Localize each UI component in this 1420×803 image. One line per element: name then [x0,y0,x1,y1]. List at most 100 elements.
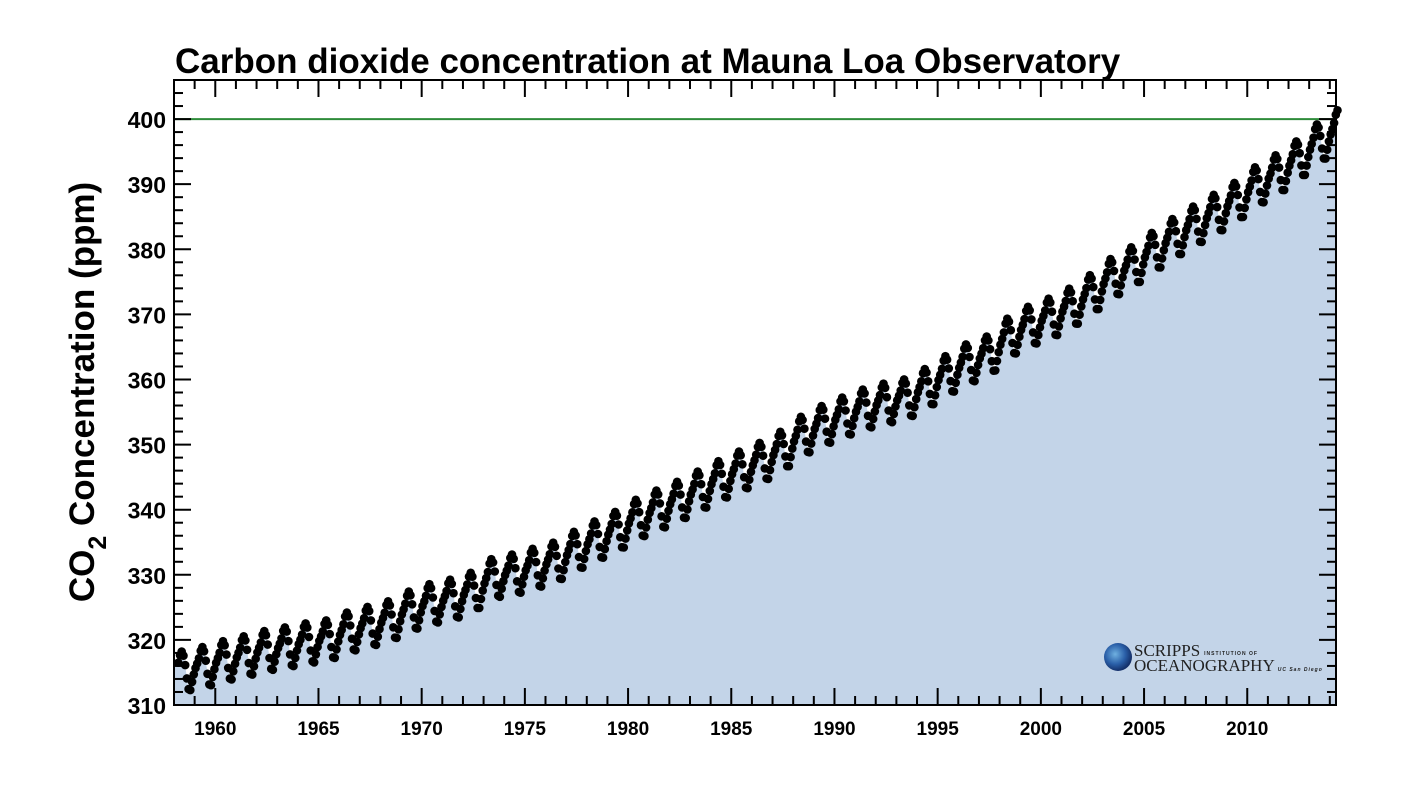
data-point [586,529,596,538]
data-point [922,368,931,377]
data-point [435,610,445,619]
data-point [705,486,715,496]
data-point [511,563,520,573]
data-point [332,645,341,654]
data-point [483,567,493,577]
data-point [653,490,663,499]
data-point [1137,268,1146,278]
data-point [763,474,773,484]
data-point [829,422,838,431]
data-point [1261,189,1270,198]
data-point [676,490,685,499]
data-point [334,637,343,646]
data-point [385,601,395,610]
data-point [531,557,541,567]
data-point [743,483,752,493]
data-point [930,391,940,400]
data-point [953,370,962,380]
globe-icon [1104,643,1132,671]
data-point [1128,246,1138,256]
data-point [359,613,369,623]
data-point [683,505,692,514]
data-point [1211,194,1220,203]
y-tick-label: 310 [128,693,166,719]
data-point [1197,237,1206,247]
data-point [282,627,292,636]
data-point [889,409,899,419]
data-point [421,591,431,601]
data-point [910,402,919,412]
data-point [746,467,756,477]
data-point [875,390,885,400]
data-point [868,414,878,424]
x-tick-label: 1965 [297,719,340,740]
data-point [1061,296,1071,306]
data-point [1046,298,1055,307]
x-tick-label: 2010 [1226,719,1268,740]
data-point [641,523,651,532]
data-point [1032,339,1041,348]
data-point [1316,131,1325,141]
data-point [1118,273,1127,282]
data-point [669,489,678,499]
data-point [664,506,673,516]
data-point [1095,295,1105,305]
data-point [614,520,623,529]
data-point [1034,330,1043,340]
data-point [602,536,611,546]
data-point [291,653,300,663]
data-point [1324,137,1334,146]
data-point [330,653,340,663]
x-tick-label: 1980 [607,719,649,740]
data-point [1066,288,1076,297]
data-point [447,579,457,589]
data-point [249,662,259,671]
data-point [1262,181,1272,190]
data-point [1333,106,1342,115]
data-point [495,592,505,602]
data-point [1075,310,1084,320]
data-point [880,383,890,393]
data-point [1114,289,1124,299]
data-point [468,572,477,581]
y-tick-label: 340 [128,498,166,524]
data-point [220,641,229,650]
data-point [1199,228,1208,238]
data-point [339,620,348,629]
data-point [813,413,823,423]
data-point [380,608,390,617]
data-point [751,450,761,460]
data-point [346,621,355,630]
data-point [414,616,424,625]
y-tick-label: 350 [128,433,166,459]
data-point [229,667,238,676]
data-point [1109,266,1119,276]
data-point [849,413,859,423]
data-point [612,511,622,520]
data-point [476,594,486,604]
data-point [932,382,942,392]
data-point [366,616,376,625]
y-axis-label: CO2 Concentration (ppm) [63,182,112,602]
data-point [201,656,211,665]
data-point [963,343,973,353]
data-point [222,650,231,659]
data-point [235,643,245,652]
data-point [1247,176,1256,185]
data-point [731,459,740,468]
data-point [277,634,286,643]
data-point [786,452,795,462]
data-point [655,499,665,508]
data-point [917,377,926,386]
data-point [1094,304,1103,314]
data-point [364,606,374,616]
data-point [949,387,959,396]
data-point [820,414,830,424]
data-point [628,508,637,517]
data-point [929,399,938,409]
data-point [1144,241,1153,251]
data-point [1238,212,1248,222]
data-point [887,417,897,427]
data-point [1190,205,1200,215]
data-point [660,523,670,532]
